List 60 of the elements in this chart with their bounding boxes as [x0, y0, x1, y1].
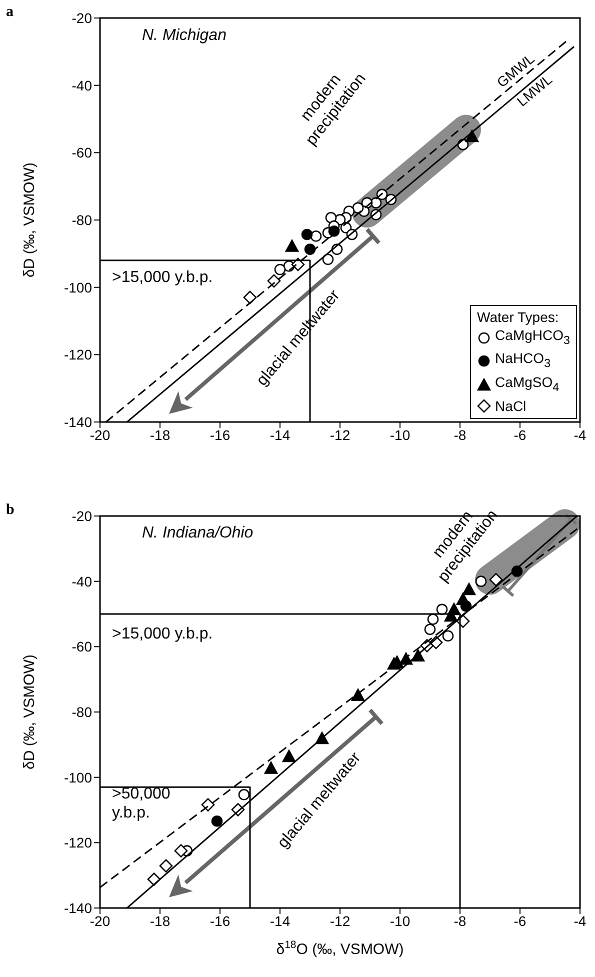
x-tick-label: -20	[90, 426, 110, 443]
y-tick-label: -140	[64, 414, 92, 430]
legend-label: CaMgHCO$_{3}$	[495, 326, 570, 348]
x-tick-label: -16	[210, 912, 230, 929]
x-tick-label: -20	[90, 912, 110, 929]
x-tick-label: -4	[574, 426, 586, 443]
y-tick-label: -20	[72, 10, 92, 26]
y-tick-label: -120	[64, 346, 92, 363]
y-tick-label: -60	[72, 144, 92, 161]
y-tick-label: -40	[72, 77, 92, 94]
point	[174, 844, 188, 858]
legend-label: CaMgSO$_{4}$	[495, 373, 560, 396]
annotation: N. Michigan	[142, 26, 227, 44]
point	[351, 688, 365, 701]
y-tick-label: -20	[72, 508, 92, 524]
x-tick-label: -6	[514, 912, 526, 929]
y-tick-label: -120	[64, 834, 92, 851]
point	[301, 228, 313, 240]
x-tick-label: -14	[270, 426, 290, 443]
legend-label: NaCl	[495, 397, 526, 415]
x-tick-label: -12	[330, 912, 350, 929]
y-tick-label: -100	[64, 279, 92, 296]
y-tick-label: -60	[72, 638, 92, 655]
point	[201, 798, 215, 812]
point	[211, 815, 223, 827]
chart-title: a	[6, 4, 14, 20]
point	[304, 244, 316, 255]
point	[465, 130, 479, 142]
y-tick-label: -80	[72, 212, 92, 228]
x-tick-label: -10	[390, 912, 410, 929]
annotation: >15,000 y.b.p.	[112, 269, 213, 286]
x-tick-label: -18	[150, 426, 170, 443]
x-tick-label: -16	[210, 426, 230, 443]
point	[159, 859, 173, 873]
point	[285, 240, 299, 252]
x-tick-label: -10	[390, 426, 410, 443]
legend-title: Water Types:	[477, 308, 560, 326]
x-tick-label: -8	[454, 426, 466, 443]
x-tick-label: -8	[454, 912, 466, 929]
y-tick-label: -40	[72, 573, 92, 590]
x-axis-title: δ$^{18}$O (‰, VSMOW)	[276, 939, 404, 958]
point	[456, 592, 470, 605]
y-tick-label: -80	[72, 704, 92, 720]
y-tick-label: -100	[64, 769, 92, 786]
x-tick-label: -6	[514, 426, 526, 443]
y-tick-label: -140	[64, 900, 92, 916]
point	[267, 274, 281, 288]
point	[282, 750, 296, 762]
chart-title: b	[6, 502, 14, 518]
x-tick-label: -14	[270, 912, 290, 929]
legend-label: NaHCO$_{3}$	[495, 349, 551, 372]
y-axis-title: δD (‰, VSMOW)	[21, 162, 38, 278]
point	[264, 762, 278, 774]
annotation: N. Indiana/Ohio	[142, 524, 254, 542]
x-tick-label: -12	[330, 426, 350, 443]
y-axis-title: δD (‰, VSMOW)	[21, 654, 38, 770]
annotation: >50,000 y.b.p.	[112, 786, 170, 822]
x-tick-label: -18	[150, 912, 170, 929]
x-tick-label: -4	[574, 912, 586, 929]
annotation: >15,000 y.b.p.	[112, 626, 213, 643]
